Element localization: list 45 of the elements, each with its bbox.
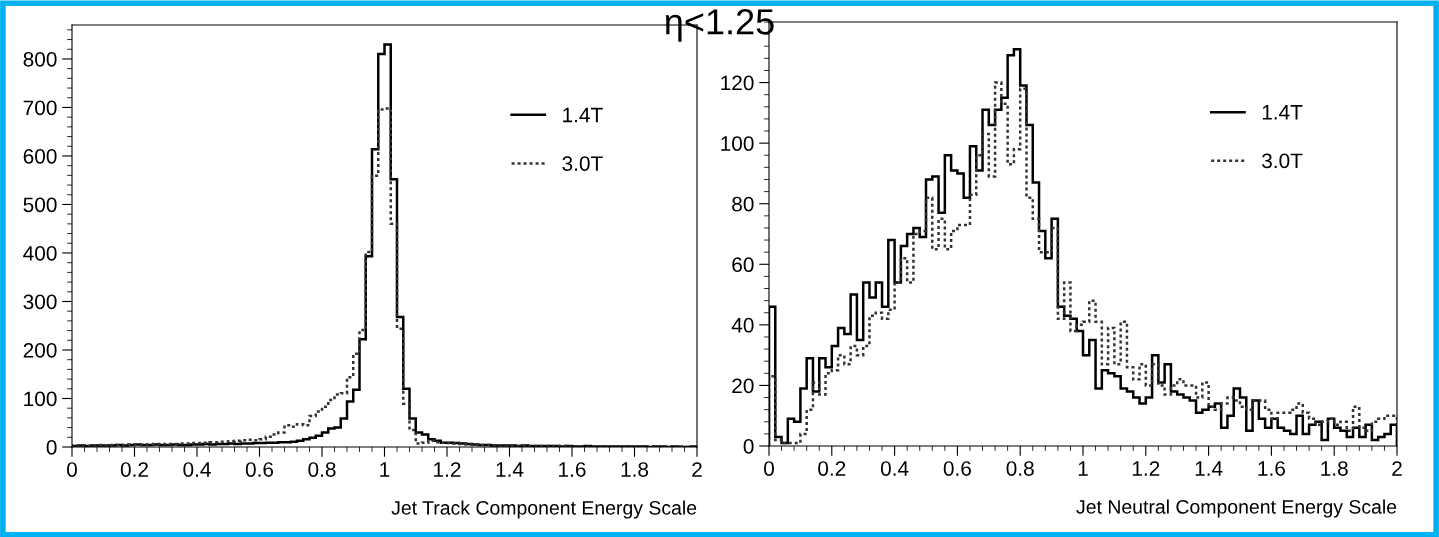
x-tick-label: 0.6: [245, 462, 274, 477]
x-tick-label: 1.2: [1132, 461, 1160, 476]
y-tick-label: 500: [23, 197, 57, 213]
x-tick-label: 2: [692, 462, 702, 477]
x-tick-label: 0.6: [943, 461, 971, 476]
x-axis-title: Jet Neutral Component Energy Scale: [1076, 499, 1397, 518]
x-tick-label: 1.8: [1321, 461, 1348, 476]
x-axis-title: Jet Track Component Energy Scale: [391, 500, 697, 519]
x-tick-label: 1.4: [496, 462, 524, 477]
x-tick-label: 0: [764, 461, 774, 476]
legend-label: 1.4T: [563, 107, 603, 123]
x-tick-label: 1.8: [621, 462, 649, 477]
x-tick-label: 1.6: [559, 462, 586, 477]
x-tick-label: 0.4: [183, 462, 211, 477]
y-tick-label: 0: [743, 439, 754, 454]
y-tick-label: 60: [732, 257, 754, 273]
legend-label: 1.4T: [1262, 105, 1303, 120]
x-tick-label: 0.8: [1006, 461, 1034, 476]
legend-label: 3.0T: [562, 156, 603, 171]
y-tick-label: 600: [23, 148, 57, 164]
annotation: η<1.25: [665, 9, 774, 42]
x-tick-label: 0.2: [120, 462, 148, 477]
y-tick-label: 0: [46, 440, 57, 455]
y-tick-label: 700: [23, 100, 57, 116]
y-tick-label: 100: [24, 391, 57, 407]
y-tick-label: 40: [731, 317, 754, 333]
y-tick-label: 20: [732, 378, 754, 394]
x-tick-label: 2: [1392, 461, 1402, 476]
x-tick-label: 1.2: [434, 462, 461, 477]
x-tick-label: 1: [1078, 461, 1088, 476]
y-tick-label: 120: [721, 75, 754, 91]
x-tick-label: 0.4: [880, 461, 909, 476]
x-tick-label: 0: [67, 462, 77, 477]
y-tick-label: 100: [721, 136, 754, 151]
x-tick-label: 0.2: [818, 461, 846, 476]
y-tick-label: 400: [23, 245, 57, 261]
x-tick-label: 1.4: [1195, 461, 1223, 476]
y-tick-label: 200: [23, 342, 57, 358]
y-tick-label: 300: [23, 294, 57, 310]
y-tick-label: 800: [23, 51, 57, 67]
x-tick-label: 0.8: [308, 462, 336, 477]
x-tick-label: 1.6: [1258, 461, 1285, 476]
y-tick-label: 80: [732, 196, 754, 212]
legend-label: 3.0T: [1262, 153, 1303, 169]
x-tick-label: 1: [380, 462, 390, 477]
